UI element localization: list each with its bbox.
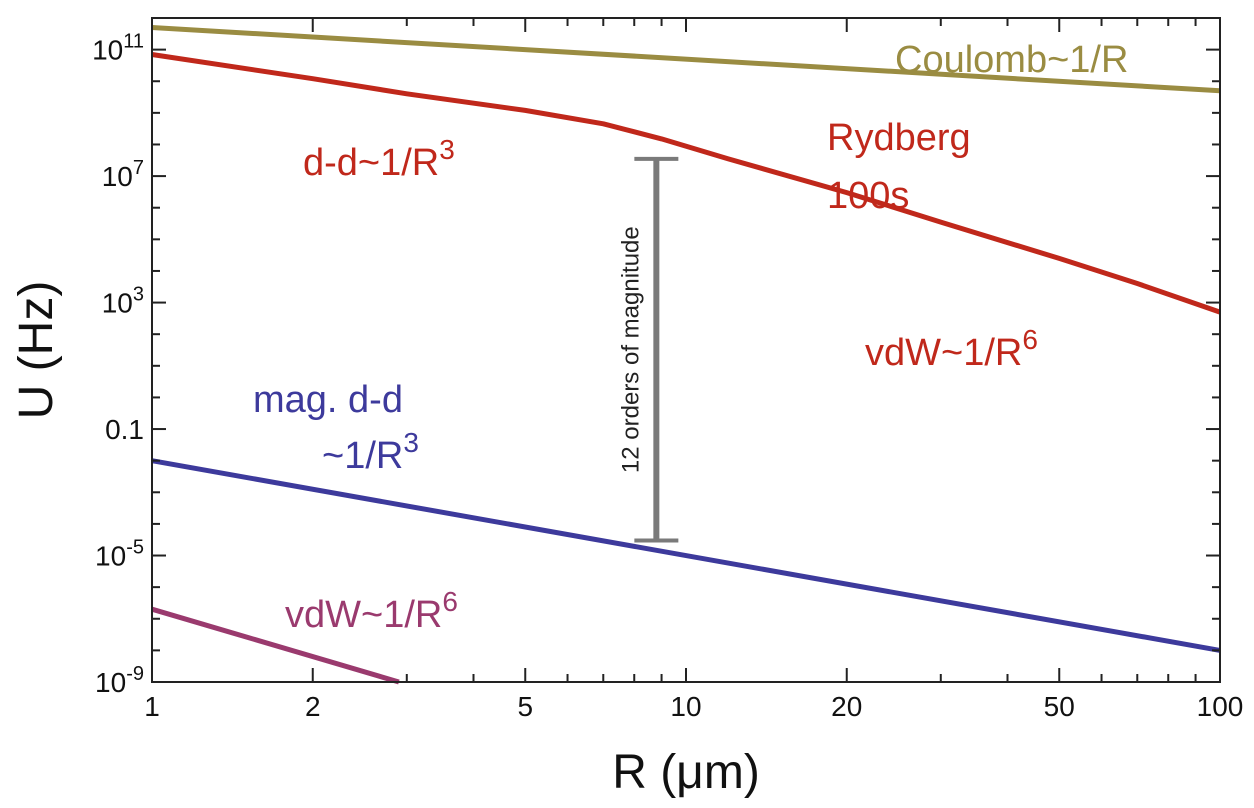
x-tick-label: 20 xyxy=(831,691,862,722)
series-coulomb xyxy=(151,25,1221,94)
y-tick-label: 103 xyxy=(102,284,144,319)
annotation-coulomb: Coulomb~1/R xyxy=(895,39,1128,81)
series-ground-vdw xyxy=(151,606,400,685)
bracket-label: 12 orders of magnitude xyxy=(617,226,644,473)
y-tick-label: 10-5 xyxy=(95,537,144,572)
annotation-vdw-ryd: vdW~1/R6 xyxy=(865,324,1038,374)
series-rydberg xyxy=(151,52,1221,315)
annotation-vdw-ground: vdW~1/R6 xyxy=(285,586,458,636)
y-tick-label: 107 xyxy=(102,157,144,192)
annotations: Coulomb~1/R d-d~1/R3 Rydberg 100s vdW~1/R6 ma… xyxy=(253,39,1128,636)
annotation-magdd2: ~1/R3 xyxy=(322,427,419,477)
y-tick-label: 0.1 xyxy=(105,414,144,445)
x-tick-label: 10 xyxy=(670,691,701,722)
x-tick-label: 5 xyxy=(517,691,533,722)
y-tick-label: 10-9 xyxy=(95,663,144,698)
series-magnetic xyxy=(151,458,1221,653)
axis-ticks: 1 2 5 10 20 50 100 10-9 10-5 0.1 103 107 1011 xyxy=(92,17,1244,722)
plot-frame xyxy=(151,17,1221,683)
annotation-rydberg1: Rydberg xyxy=(827,117,971,159)
x-tick-label: 50 xyxy=(1044,691,1075,722)
magnitude-bracket: 12 orders of magnitude xyxy=(617,156,679,543)
x-tick-label: 1 xyxy=(144,691,160,722)
x-tick-label: 100 xyxy=(1197,691,1244,722)
y-tick-label: 1011 xyxy=(92,31,144,66)
annotation-rydberg2: 100s xyxy=(827,175,909,217)
series-layer xyxy=(151,25,1221,685)
x-axis-label: R (μm) xyxy=(612,746,760,799)
annotation-magdd1: mag. d-d xyxy=(253,379,403,421)
y-axis-label: U (Hz) xyxy=(10,281,63,420)
x-tick-label: 2 xyxy=(305,691,321,722)
annotation-dd: d-d~1/R3 xyxy=(303,134,455,184)
